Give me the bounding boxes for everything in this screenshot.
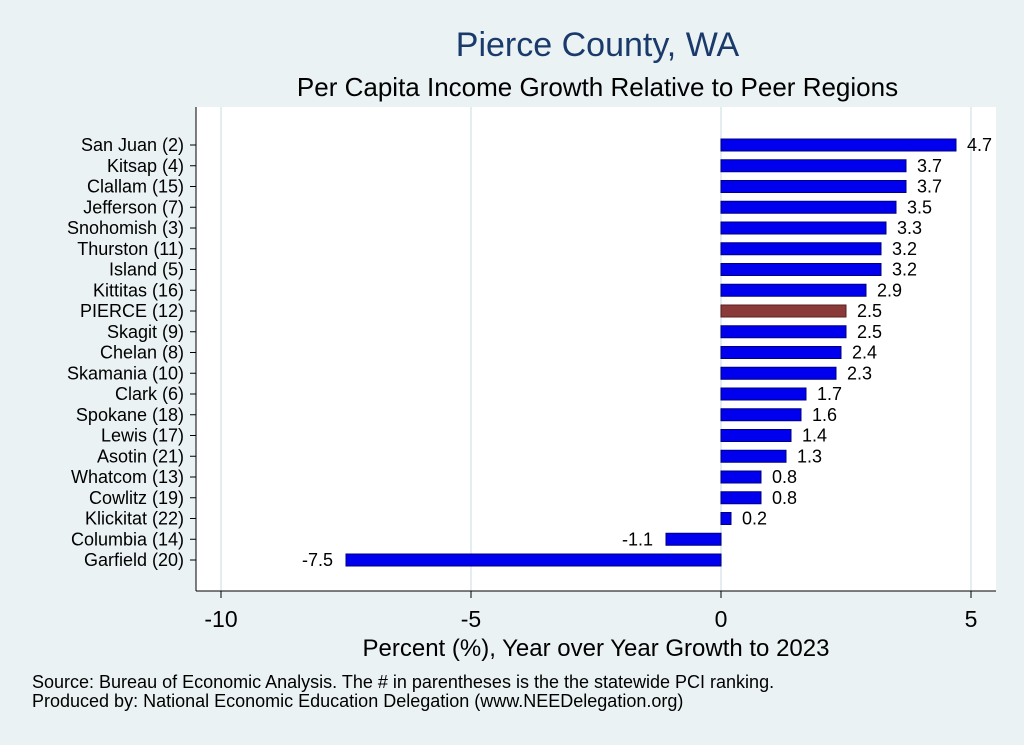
bar [720, 408, 802, 422]
bar [665, 532, 722, 546]
bar [720, 159, 907, 173]
data-label: 0.8 [772, 488, 797, 508]
bar [345, 553, 722, 567]
bar [720, 304, 847, 318]
bar [720, 221, 887, 235]
category-label: Skamania (10) [67, 363, 184, 383]
category-label: Garfield (20) [84, 550, 184, 570]
data-label: 2.4 [852, 343, 877, 363]
data-label: 3.5 [907, 197, 932, 217]
category-label: Spokane (18) [76, 405, 184, 425]
bar [720, 138, 957, 152]
bar [720, 283, 867, 297]
category-label: Skagit (9) [107, 322, 184, 342]
bar [720, 180, 907, 193]
category-label: Kitsap (4) [107, 156, 184, 176]
category-label: Thurston (11) [77, 239, 184, 259]
category-label: Klickitat (22) [85, 509, 184, 529]
data-label: 0.8 [772, 467, 797, 487]
category-label: Snohomish (3) [67, 218, 184, 238]
bar [720, 242, 882, 256]
data-label: -1.1 [622, 529, 653, 549]
data-label: 2.9 [877, 280, 902, 300]
chart-subtitle: Per Capita Income Growth Relative to Pee… [296, 72, 899, 102]
category-label: Jefferson (7) [83, 197, 184, 217]
category-label: Island (5) [109, 260, 184, 280]
data-label: -7.5 [302, 550, 333, 570]
category-label: Lewis (17) [101, 426, 184, 446]
category-label: Whatcom (13) [71, 467, 184, 487]
category-label: Columbia (14) [71, 529, 184, 549]
x-tick-label: -10 [204, 606, 237, 632]
x-axis-title: Percent (%), Year over Year Growth to 20… [363, 635, 830, 662]
category-label: Cowlitz (19) [89, 488, 184, 508]
category-label: Asotin (21) [97, 446, 184, 466]
category-label: Clark (6) [115, 384, 184, 404]
data-label: 1.7 [817, 384, 842, 404]
data-label: 1.6 [812, 405, 837, 425]
category-label: PIERCE (12) [80, 301, 184, 321]
bar [720, 491, 762, 505]
bar [720, 429, 792, 442]
category-label: Chelan (8) [100, 343, 184, 363]
bar [720, 366, 837, 380]
bar [720, 387, 807, 401]
category-label: Kittitas (16) [93, 280, 184, 300]
x-tick-label: 0 [715, 606, 728, 632]
bar [720, 325, 847, 339]
category-label: San Juan (2) [81, 135, 184, 155]
bar [720, 200, 897, 214]
data-label: 3.2 [892, 239, 917, 259]
data-label: 2.3 [847, 363, 872, 383]
bar [720, 449, 787, 463]
data-label: 3.7 [917, 156, 942, 176]
bar [720, 470, 762, 484]
data-label: 2.5 [857, 322, 882, 342]
source-note: Source: Bureau of Economic Analysis. The… [32, 672, 775, 692]
category-label: Clallam (15) [87, 177, 184, 197]
bar [720, 346, 842, 359]
data-label: 0.2 [742, 509, 767, 529]
chart-title: Pierce County, WA [455, 26, 740, 64]
data-label: 3.3 [897, 218, 922, 238]
data-label: 4.7 [967, 135, 992, 155]
data-label: 3.7 [917, 177, 942, 197]
data-label: 3.2 [892, 260, 917, 280]
x-tick-label: -5 [461, 606, 481, 632]
bar [720, 512, 732, 525]
data-label: 1.3 [797, 446, 822, 466]
bar [720, 263, 882, 276]
data-label: 1.4 [802, 426, 827, 446]
producer-note: Produced by: National Economic Education… [32, 691, 684, 711]
data-label: 2.5 [857, 301, 882, 321]
x-tick-label: 5 [965, 606, 978, 632]
